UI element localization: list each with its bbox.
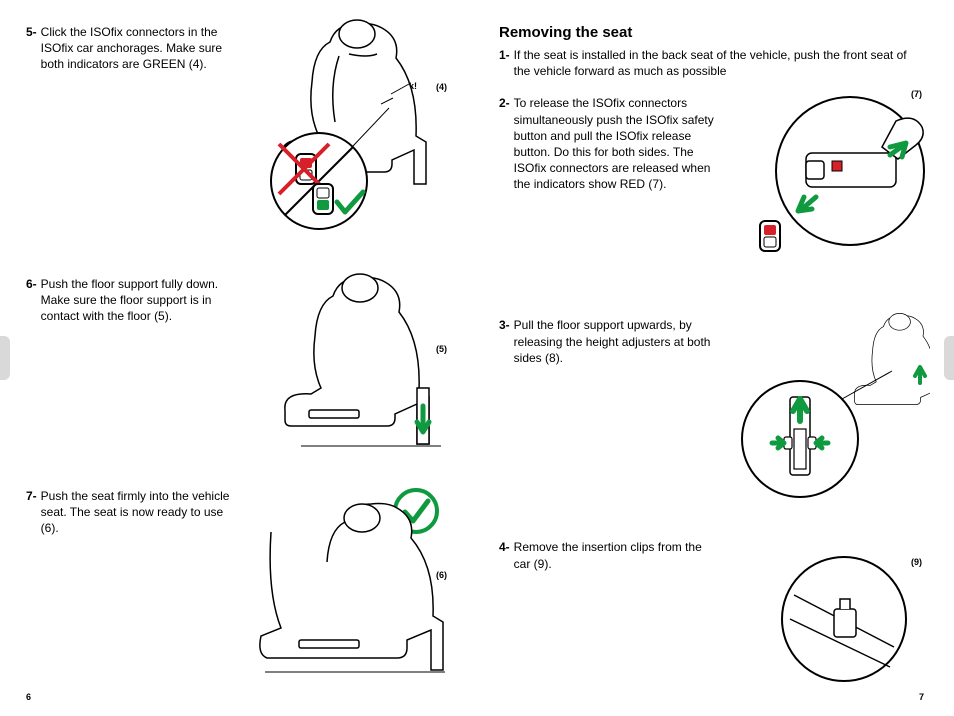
step-6: 6- Push the floor support fully down. Ma… <box>26 276 451 466</box>
step-r4-body: Remove the insertion clips from the car … <box>514 539 714 571</box>
release-illustration-7 <box>720 91 930 291</box>
step-r4-text: 4- Remove the insertion clips from the c… <box>499 539 714 571</box>
step-6-num: 6- <box>26 276 37 292</box>
step-7: 7- Push the seat firmly into the vehicle… <box>26 488 451 678</box>
step-r3: 3- Pull the floor support upwards, by re… <box>499 317 924 517</box>
step-7-body: Push the seat firmly into the vehicle se… <box>41 488 241 537</box>
clip-illustration-9 <box>744 539 924 689</box>
step-r3-num: 3- <box>499 317 510 333</box>
figure-9: (9) <box>714 539 924 699</box>
figure-7: (7) <box>714 95 924 255</box>
page-left: 5- Click the ISOfix connectors in the IS… <box>0 0 477 716</box>
step-r3-body: Pull the floor support upwards, by relea… <box>514 317 714 366</box>
step-r1-body: If the seat is installed in the back sea… <box>514 47 924 79</box>
step-r4-num: 4- <box>499 539 510 555</box>
figure-8: (8) <box>714 317 924 477</box>
step-r2-text: 2- To release the ISOfix connectors simu… <box>499 95 714 192</box>
step-r3-text: 3- Pull the floor support upwards, by re… <box>499 317 714 366</box>
step-5-body: Click the ISOfix connectors in the ISOfi… <box>41 24 241 73</box>
step-r2: 2- To release the ISOfix connectors simu… <box>499 95 924 295</box>
step-5-text: 5- Click the ISOfix connectors in the IS… <box>26 24 241 73</box>
seat-illustration-5 <box>241 268 451 458</box>
step-r2-num: 2- <box>499 95 510 111</box>
page-number-right: 7 <box>919 692 924 702</box>
seat-illustration-4 <box>241 6 451 236</box>
figure-4: (4) click! click! click! <box>241 24 451 184</box>
removing-heading: Removing the seat <box>499 24 924 41</box>
step-r1-text: 1- If the seat is installed in the back … <box>499 47 924 79</box>
seat-illustration-6 <box>241 492 451 687</box>
step-6-body: Push the floor support fully down. Make … <box>41 276 241 325</box>
page-right: Removing the seat 1- If the seat is inst… <box>477 0 954 716</box>
step-r4: 4- Remove the insertion clips from the c… <box>499 539 924 699</box>
floor-support-illustration-8 <box>720 309 930 509</box>
figure-6: (6) <box>241 488 451 648</box>
step-6-text: 6- Push the floor support fully down. Ma… <box>26 276 241 325</box>
step-5: 5- Click the ISOfix connectors in the IS… <box>26 24 451 254</box>
step-r1: 1- If the seat is installed in the back … <box>499 47 924 79</box>
figure-5: (5) <box>241 276 451 436</box>
step-5-num: 5- <box>26 24 37 40</box>
page-number-left: 6 <box>26 692 31 702</box>
step-r1-num: 1- <box>499 47 510 63</box>
step-7-text: 7- Push the seat firmly into the vehicle… <box>26 488 241 537</box>
step-7-num: 7- <box>26 488 37 504</box>
step-r2-body: To release the ISOfix connectors simulta… <box>514 95 714 192</box>
